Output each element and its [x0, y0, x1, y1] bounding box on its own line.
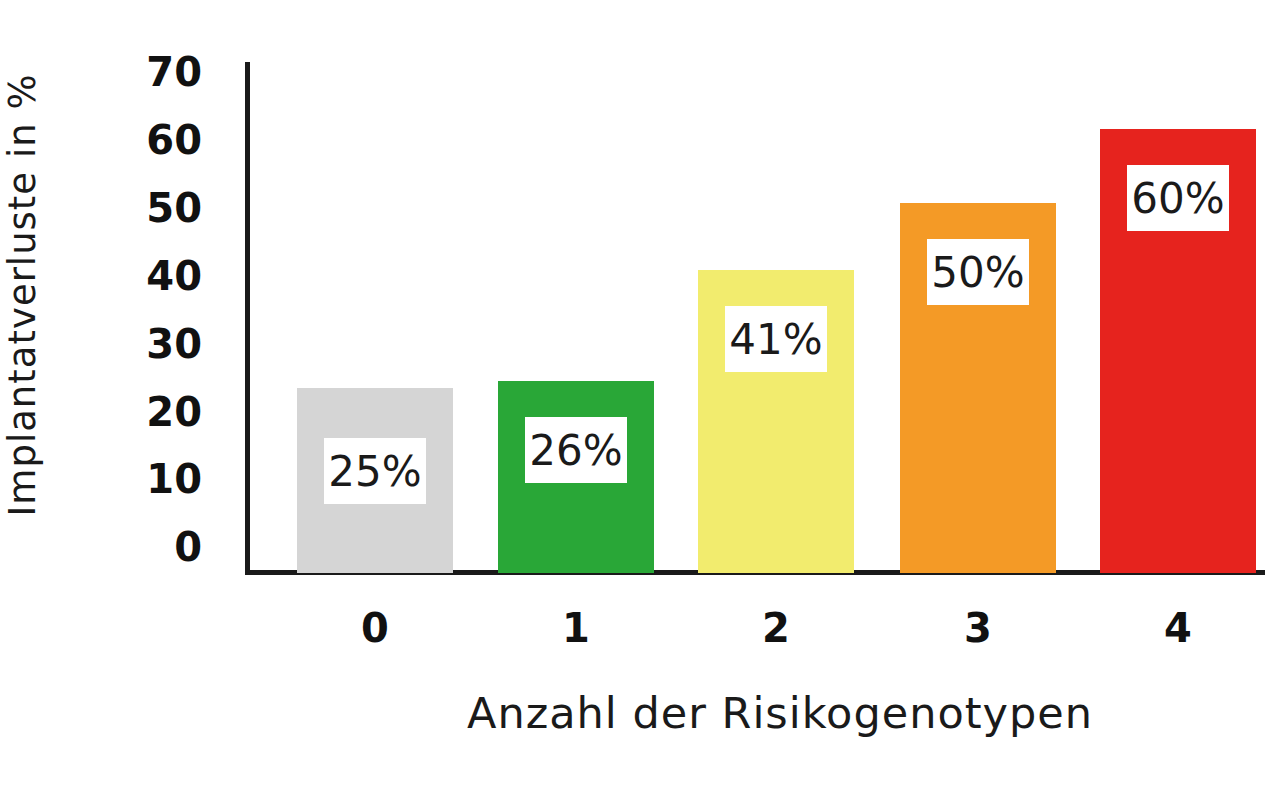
x-tick-label: 3	[938, 608, 1018, 648]
y-tick-label: 10	[122, 459, 202, 499]
bar-value-label: 41%	[725, 306, 827, 372]
bar-value-label: 26%	[525, 417, 627, 483]
bar-value-label: 60%	[1127, 165, 1229, 231]
y-tick-label: 30	[122, 324, 202, 364]
x-tick-label: 4	[1138, 608, 1218, 648]
y-tick-label: 20	[122, 392, 202, 432]
y-axis-title: Implantatverluste in %	[1, 73, 44, 516]
bar-value-label: 25%	[324, 438, 426, 504]
x-tick-label: 1	[536, 608, 616, 648]
y-tick-label: 0	[122, 527, 202, 567]
bar-value-label: 50%	[927, 239, 1029, 305]
x-axis-title: Anzahl der Risikogenotypen	[440, 688, 1120, 738]
bar-chart: Implantatverluste in % 706050403020100 2…	[0, 0, 1265, 796]
y-tick-label: 60	[122, 120, 202, 160]
x-tick-label: 2	[736, 608, 816, 648]
y-tick-label: 70	[122, 52, 202, 92]
y-tick-label: 50	[122, 188, 202, 228]
y-tick-label: 40	[122, 256, 202, 296]
y-axis-line	[245, 62, 250, 573]
x-tick-label: 0	[335, 608, 415, 648]
